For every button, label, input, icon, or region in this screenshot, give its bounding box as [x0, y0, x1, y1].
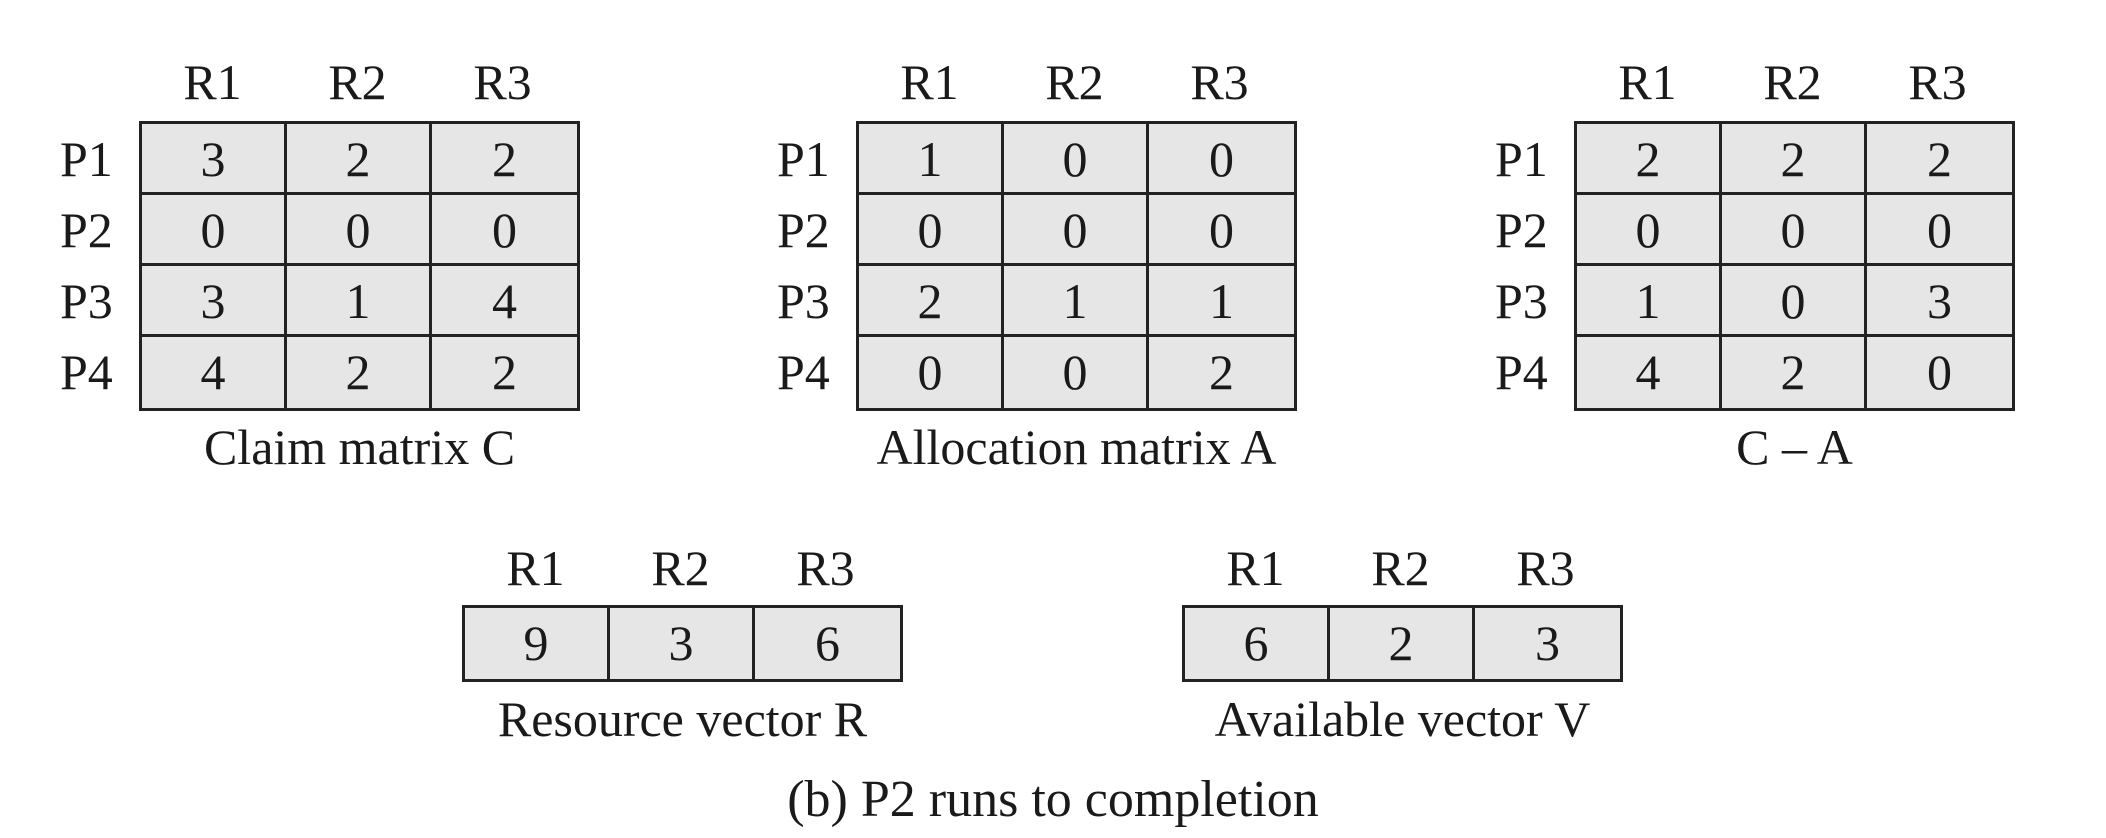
matrix-cell: 2	[1577, 124, 1722, 195]
matrix-cell: 2	[859, 266, 1004, 337]
row-label-p2: P2	[777, 202, 830, 258]
allocation-matrix-caption: Allocation matrix A	[876, 419, 1277, 475]
row-label-p1: P1	[777, 131, 830, 187]
vector-cell: 3	[1535, 615, 1560, 671]
row-label-p2: P2	[1495, 202, 1548, 258]
figure-caption: (b) P2 runs to completion	[787, 771, 1319, 828]
matrix-cell: 2	[1867, 124, 2012, 195]
matrix-cell: 0	[1867, 195, 2012, 266]
matrix-cell: 2	[1722, 124, 1867, 195]
row-label-p3: P3	[1495, 273, 1548, 329]
difference-matrix-column-headers: R1 R2 R3	[1575, 52, 2010, 112]
matrix-cell: 0	[287, 195, 432, 266]
matrix-cell: 0	[1577, 195, 1722, 266]
matrix-cell: 0	[1927, 344, 1952, 400]
matrix-cell: 0	[859, 337, 1004, 408]
vector-cell: 6	[815, 615, 840, 671]
matrix-cell: 1	[859, 124, 1004, 195]
matrix-cell: 1	[1149, 266, 1294, 337]
row-label-p1: P1	[60, 131, 113, 187]
column-header-r2: R2	[1045, 54, 1104, 110]
matrix-cell: 0	[859, 195, 1004, 266]
column-header-r2: R2	[328, 54, 387, 110]
matrix-cell: 1	[1577, 266, 1722, 337]
column-header-r1: R1	[900, 54, 959, 110]
matrix-cell: 0	[1004, 195, 1149, 266]
difference-matrix-grid: 2 2 2 0 0 0 1 0 3 4 2 0	[1574, 121, 2015, 411]
matrix-cell: 3	[142, 124, 287, 195]
resource-vector-caption: Resource vector R	[497, 691, 868, 747]
column-header-r1: R1	[1226, 540, 1285, 596]
column-header-r3: R3	[473, 54, 532, 110]
row-label-p2: P2	[60, 202, 113, 258]
vector-cell: 3	[610, 608, 755, 679]
column-header-r1: R1	[183, 54, 242, 110]
column-header-r2: R2	[1763, 54, 1822, 110]
column-header-r1: R1	[1618, 54, 1677, 110]
claim-matrix-row-labels: P1 P2 P3 P4	[60, 124, 113, 408]
matrix-cell: 2	[287, 337, 432, 408]
matrix-cell: 2	[492, 344, 517, 400]
difference-matrix-row-labels: P1 P2 P3 P4	[1495, 124, 1548, 408]
matrix-cell: 0	[1722, 266, 1867, 337]
matrix-cell: 1	[1004, 266, 1149, 337]
matrix-cell: 2	[1209, 344, 1234, 400]
matrix-cell: 4	[142, 337, 287, 408]
matrix-cell: 2	[432, 124, 577, 195]
matrix-cell: 4	[432, 266, 577, 337]
row-label-p4: P4	[777, 344, 830, 400]
resource-vector-column-headers: R1 R2 R3	[463, 538, 898, 598]
matrix-cell: 0	[432, 195, 577, 266]
resource-vector-grid: 9 3 6	[462, 605, 903, 682]
difference-matrix-caption: C – A	[1736, 419, 1853, 475]
column-header-r3: R3	[796, 540, 855, 596]
vector-cell: 2	[1330, 608, 1475, 679]
row-label-p3: P3	[60, 273, 113, 329]
row-label-p1: P1	[1495, 131, 1548, 187]
vector-cell: 9	[465, 608, 610, 679]
matrix-cell: 3	[1867, 266, 2012, 337]
allocation-matrix-column-headers: R1 R2 R3	[857, 52, 1292, 112]
claim-matrix-caption: Claim matrix C	[203, 419, 516, 475]
matrix-cell: 2	[1722, 337, 1867, 408]
claim-matrix-grid: 3 2 2 0 0 0 3 1 4 4 2 2	[139, 121, 580, 411]
available-vector-grid: 6 2 3	[1182, 605, 1623, 682]
matrix-cell: 0	[1004, 124, 1149, 195]
matrix-cell: 0	[142, 195, 287, 266]
matrix-cell: 0	[1149, 195, 1294, 266]
available-vector-column-headers: R1 R2 R3	[1183, 538, 1618, 598]
matrix-cell: 3	[142, 266, 287, 337]
row-label-p4: P4	[1495, 344, 1548, 400]
allocation-matrix-row-labels: P1 P2 P3 P4	[777, 124, 830, 408]
column-header-r3: R3	[1516, 540, 1575, 596]
claim-matrix-column-headers: R1 R2 R3	[140, 52, 575, 112]
matrix-cell: 0	[1004, 337, 1149, 408]
matrix-cell: 0	[1149, 124, 1294, 195]
row-label-p3: P3	[777, 273, 830, 329]
column-header-r3: R3	[1190, 54, 1249, 110]
allocation-matrix-grid: 1 0 0 0 0 0 2 1 1 0 0 2	[856, 121, 1297, 411]
available-vector-caption: Available vector V	[1214, 691, 1591, 747]
row-label-p4: P4	[60, 344, 113, 400]
column-header-r1: R1	[506, 540, 565, 596]
vector-cell: 6	[1185, 608, 1330, 679]
column-header-r2: R2	[651, 540, 710, 596]
matrix-cell: 1	[287, 266, 432, 337]
column-header-r3: R3	[1908, 54, 1967, 110]
matrix-cell: 2	[287, 124, 432, 195]
column-header-r2: R2	[1371, 540, 1430, 596]
matrix-cell: 0	[1722, 195, 1867, 266]
matrix-cell: 4	[1577, 337, 1722, 408]
